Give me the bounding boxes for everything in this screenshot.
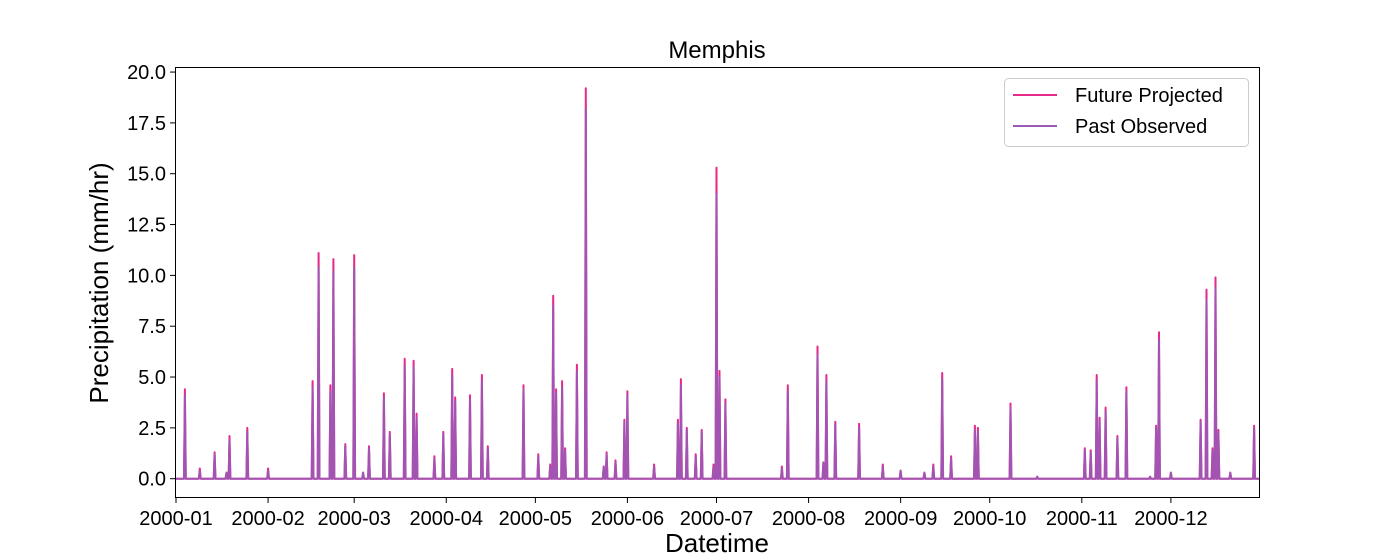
x-axis-title: Datetime — [665, 528, 769, 558]
y-axis: 0.0 2.5 5.0 7.5 10.0 12.5 15.0 17.5 20.0 — [127, 62, 176, 491]
chart-title: Memphis — [668, 37, 765, 64]
x-tick-label: 2000-11 — [1046, 508, 1118, 530]
x-axis: 2000-01 2000-02 2000-03 2000-04 2000-05 2000-… — [139, 497, 1208, 530]
x-tick-label: 2000-02 — [231, 508, 304, 530]
y-tick-label: 7.5 — [138, 316, 166, 338]
legend-label-past-observed: Past Observed — [1075, 116, 1207, 138]
x-tick-label: 2000-01 — [139, 508, 212, 530]
y-tick-label: 10.0 — [127, 265, 166, 287]
plot-frame — [175, 67, 1260, 498]
y-tick-label: 12.5 — [127, 215, 166, 237]
x-tick-label: 2000-05 — [499, 508, 572, 530]
x-tick-label: 2000-09 — [864, 508, 937, 530]
series-line-past-observed — [176, 107, 1260, 480]
y-axis-title: Precipitation (mm/hr) — [84, 162, 114, 403]
x-tick-label: 2000-08 — [772, 508, 845, 530]
legend-box — [1004, 78, 1249, 147]
legend-label-future-projected: Future Projected — [1075, 85, 1223, 107]
x-tick-label: 2000-10 — [953, 508, 1026, 530]
x-tick-label: 2000-03 — [317, 508, 390, 530]
legend: Future Projected Past Observed — [1004, 78, 1249, 147]
y-tick-label: 0.0 — [138, 469, 166, 491]
y-tick-label: 17.5 — [127, 113, 166, 135]
x-tick-label: 2000-04 — [410, 508, 483, 530]
y-tick-label: 5.0 — [138, 367, 166, 389]
series-layer — [176, 87, 1260, 480]
x-tick-label: 2000-12 — [1134, 508, 1207, 530]
y-tick-label: 15.0 — [127, 164, 166, 186]
y-tick-label: 2.5 — [138, 418, 166, 440]
y-tick-label: 20.0 — [127, 62, 166, 84]
x-tick-label: 2000-07 — [680, 508, 753, 530]
x-tick-label: 2000-06 — [591, 508, 664, 530]
